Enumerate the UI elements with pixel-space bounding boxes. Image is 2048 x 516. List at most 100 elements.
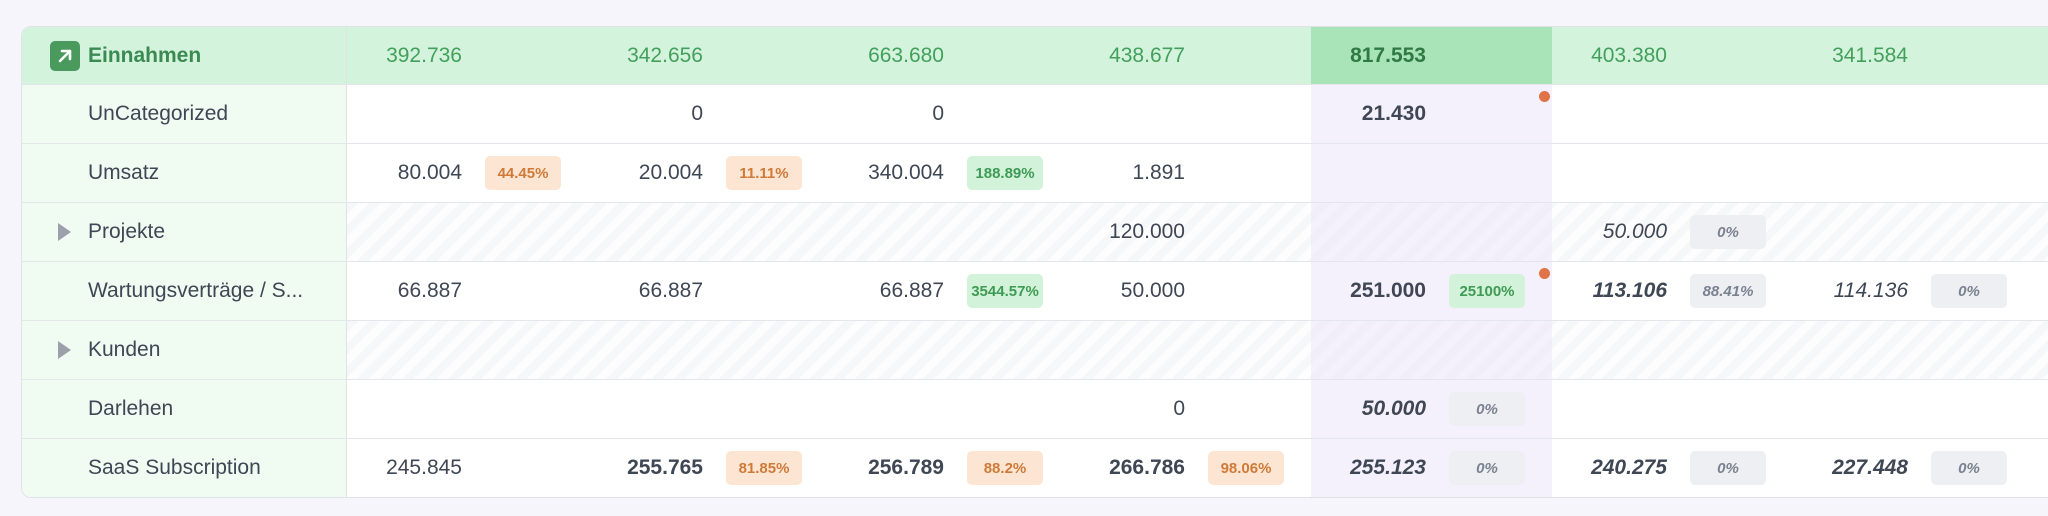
table-cell[interactable]: 0: [829, 85, 1070, 143]
table-cell[interactable]: 256.789 88.2%: [829, 439, 1070, 497]
table-cell[interactable]: [1793, 321, 2034, 379]
table-cell[interactable]: 66.887: [588, 262, 829, 320]
table-header-row[interactable]: Einnahmen 392.736 342.656 663.680 438.677 81…: [22, 27, 2048, 84]
table-cell[interactable]: 114.136 0%: [1793, 262, 2034, 320]
table-row[interactable]: UnCategorized 0 0 21.430: [22, 84, 2048, 143]
table-cell[interactable]: [347, 85, 588, 143]
header-value: 438.677: [1109, 43, 1185, 67]
table-cell[interactable]: [829, 203, 1070, 261]
cell-value: 240.275: [1591, 456, 1667, 479]
table-cell[interactable]: [1793, 380, 2034, 438]
table-cell[interactable]: [829, 380, 1070, 438]
row-label: Projekte: [88, 220, 166, 243]
table-row[interactable]: Wartungsverträge / S... 66.887 66.887 66.88…: [22, 261, 2048, 320]
cell-value: 1.891: [1132, 161, 1185, 184]
table-cell[interactable]: [1552, 380, 1793, 438]
header-label-cell[interactable]: Einnahmen: [22, 27, 347, 84]
header-value: 392.736: [386, 43, 462, 67]
budget-table: Einnahmen 392.736 342.656 663.680 438.677 81…: [21, 26, 2048, 498]
table-cell[interactable]: [829, 321, 1070, 379]
table-cell[interactable]: 266.786 98.06%: [1070, 439, 1311, 497]
table-cell[interactable]: [347, 203, 588, 261]
cell-value: 0: [1173, 397, 1185, 420]
percent-badge: 0%: [1931, 451, 2007, 485]
table-cell[interactable]: 66.887 3544.57%: [829, 262, 1070, 320]
percent-badge: 98.06%: [1208, 451, 1284, 485]
expand-triangle-icon[interactable]: [58, 341, 71, 359]
table-cell[interactable]: [588, 380, 829, 438]
table-row[interactable]: Projekte 120.000 50.000 0%: [22, 202, 2048, 261]
table-body: UnCategorized 0 0 21.430 Umsatz 80.004 44.45% 2…: [22, 84, 2048, 497]
row-label-cell[interactable]: Kunden: [22, 321, 347, 379]
header-cell[interactable]: 392.736: [347, 27, 588, 84]
table-cell[interactable]: [588, 321, 829, 379]
header-cell[interactable]: 438.677: [1070, 27, 1311, 84]
table-cell[interactable]: [1311, 144, 1552, 202]
table-cell[interactable]: [1793, 144, 2034, 202]
cell-value: 50.000: [1361, 397, 1426, 420]
table-cell[interactable]: 1.891: [1070, 144, 1311, 202]
row-label: Wartungsverträge / S...: [88, 279, 304, 302]
table-cell[interactable]: 50.000 0%: [1311, 380, 1552, 438]
percent-badge: 0%: [1449, 451, 1525, 485]
table-cell[interactable]: 0: [1070, 380, 1311, 438]
row-label-cell[interactable]: Projekte: [22, 203, 347, 261]
table-cell[interactable]: 21.430: [1311, 85, 1552, 143]
table-cell[interactable]: [347, 380, 588, 438]
cell-value: 114.136: [1833, 279, 1908, 302]
table-cell[interactable]: 340.004 188.89%: [829, 144, 1070, 202]
table-cell[interactable]: [1311, 321, 1552, 379]
header-cell[interactable]: 817.553: [1311, 27, 1552, 84]
header-value: 817.553: [1350, 43, 1426, 67]
table-cell[interactable]: 227.448 0%: [1793, 439, 2034, 497]
row-label: Kunden: [88, 338, 161, 361]
table-row[interactable]: Umsatz 80.004 44.45% 20.004 11.11% 340.004 188…: [22, 143, 2048, 202]
percent-badge: 88.41%: [1690, 274, 1766, 308]
table-cell[interactable]: 80.004 44.45%: [347, 144, 588, 202]
table-cell[interactable]: [1552, 85, 1793, 143]
table-row[interactable]: SaaS Subscription 245.845 255.765 81.85% 256…: [22, 438, 2048, 497]
table-cell[interactable]: 120.000: [1070, 203, 1311, 261]
header-cell[interactable]: 341.584: [1793, 27, 2034, 84]
table-row[interactable]: Kunden: [22, 320, 2048, 379]
table-cell[interactable]: [1311, 203, 1552, 261]
row-cells: [347, 321, 2048, 379]
table-cell[interactable]: 251.000 25100%: [1311, 262, 1552, 320]
percent-badge: 0%: [1690, 451, 1766, 485]
table-cell[interactable]: [347, 321, 588, 379]
row-label: SaaS Subscription: [88, 456, 261, 479]
header-cell[interactable]: 403.380: [1552, 27, 1793, 84]
table-cell[interactable]: 20.004 11.11%: [588, 144, 829, 202]
table-cell[interactable]: [1070, 321, 1311, 379]
table-cell[interactable]: [1793, 203, 2034, 261]
table-cell[interactable]: 66.887: [347, 262, 588, 320]
table-cell[interactable]: 0: [588, 85, 829, 143]
percent-badge: 0%: [1931, 274, 2007, 308]
table-cell[interactable]: [1793, 85, 2034, 143]
table-cell[interactable]: 240.275 0%: [1552, 439, 1793, 497]
table-cell[interactable]: [1552, 144, 1793, 202]
percent-badge: 0%: [1449, 392, 1525, 426]
header-cell[interactable]: 342.656: [588, 27, 829, 84]
table-row[interactable]: Darlehen 0 50.000 0%: [22, 379, 2048, 438]
table-cell[interactable]: 50.000 0%: [1552, 203, 1793, 261]
row-cells: 80.004 44.45% 20.004 11.11% 340.004 188.89% 1.…: [347, 144, 2048, 202]
cell-value: 256.789: [868, 456, 944, 479]
table-cell[interactable]: [1552, 321, 1793, 379]
table-cell[interactable]: 245.845: [347, 439, 588, 497]
header-cell[interactable]: 663.680: [829, 27, 1070, 84]
table-cell[interactable]: 255.765 81.85%: [588, 439, 829, 497]
cell-value: 50.000: [1120, 279, 1185, 302]
percent-badge: 188.89%: [967, 156, 1043, 190]
table-cell[interactable]: 113.106 88.41%: [1552, 262, 1793, 320]
cell-value: 251.000: [1350, 279, 1426, 302]
table-cell[interactable]: 255.123 0%: [1311, 439, 1552, 497]
table-cell[interactable]: 50.000: [1070, 262, 1311, 320]
expand-triangle-icon[interactable]: [58, 223, 71, 241]
row-cells: 0 0 21.430: [347, 85, 2048, 143]
cell-value: 66.887: [638, 279, 703, 302]
table-cell[interactable]: [588, 203, 829, 261]
header-value: 663.680: [868, 43, 944, 67]
table-cell[interactable]: [1070, 85, 1311, 143]
header-label: Einnahmen: [88, 43, 202, 67]
